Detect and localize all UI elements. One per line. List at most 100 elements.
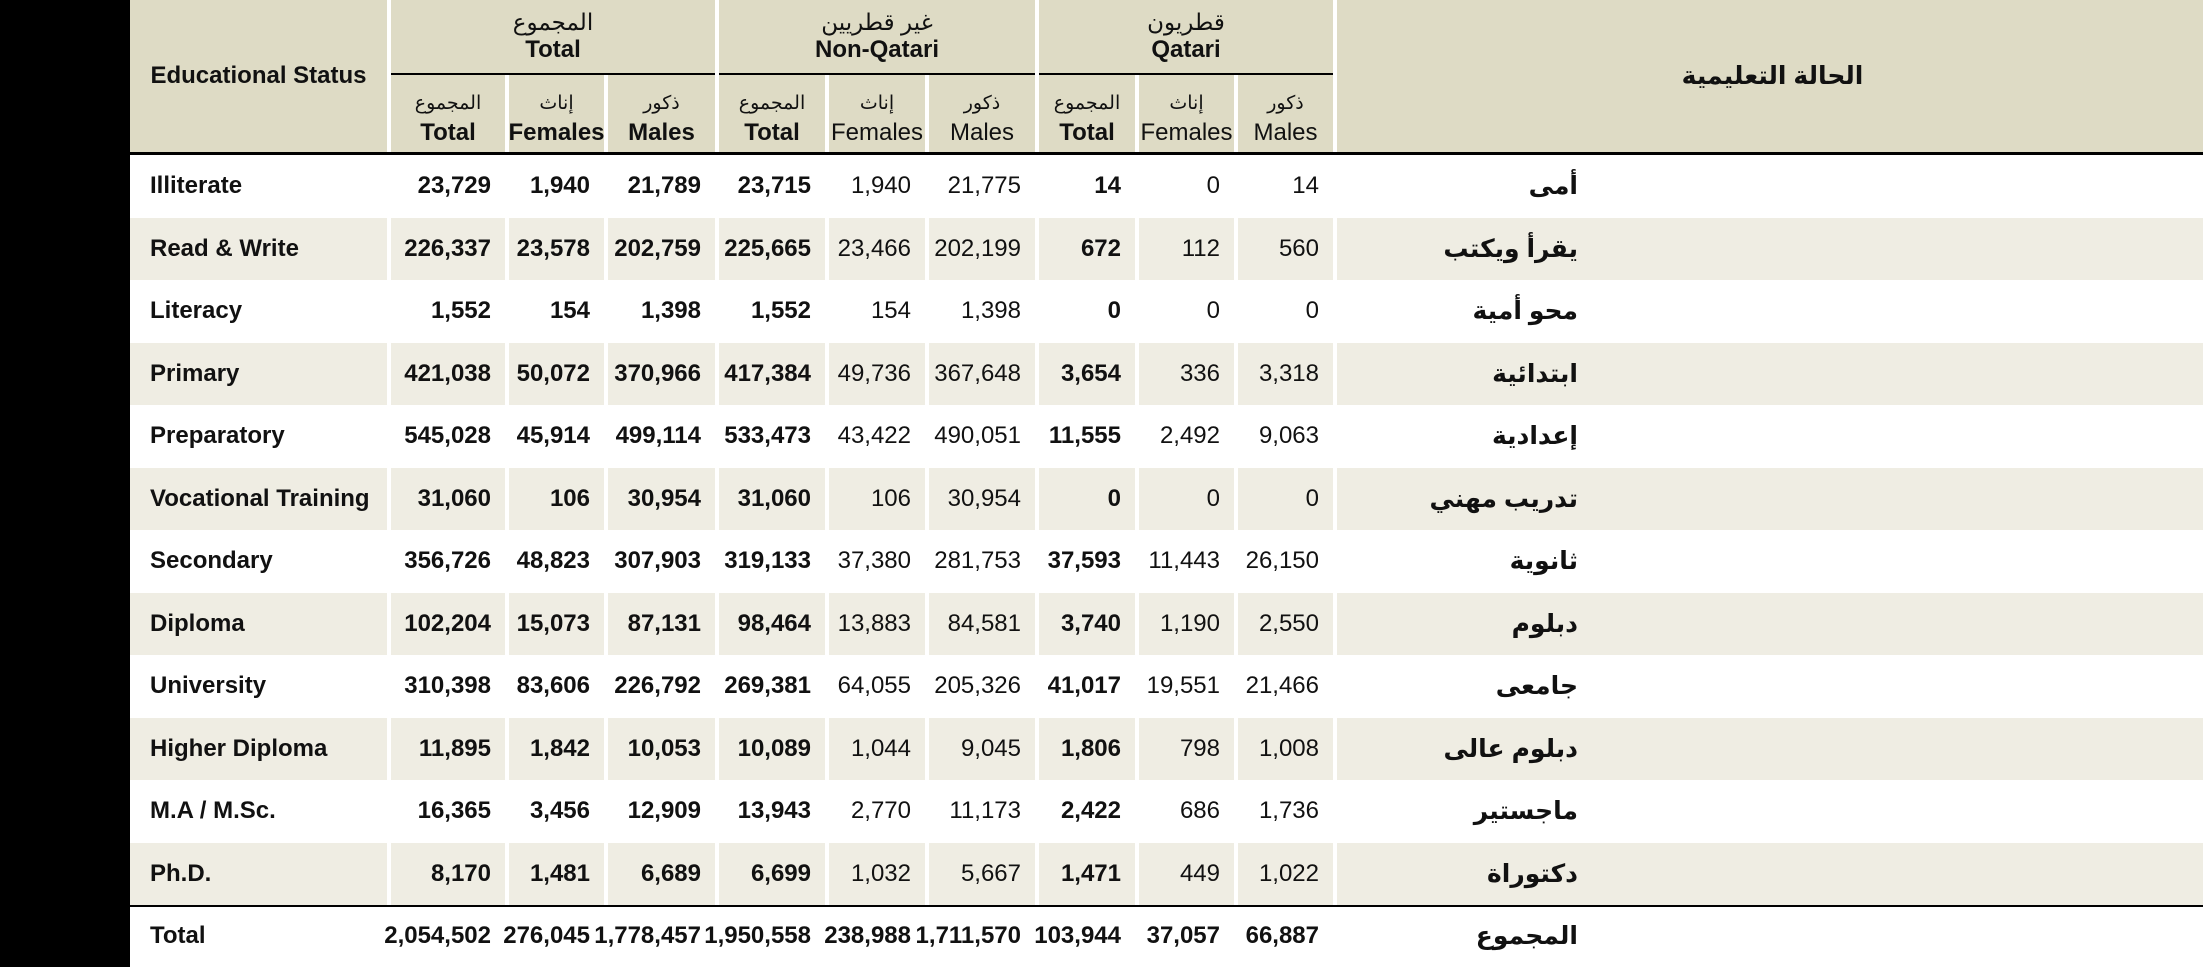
row-value: 1,190 bbox=[1139, 592, 1234, 655]
row-value: 1,471 bbox=[1039, 842, 1135, 905]
row-value: 490,051 bbox=[929, 405, 1035, 468]
value-text: 66,887 bbox=[1245, 922, 1319, 949]
row-label-text: Higher Diploma bbox=[150, 734, 328, 762]
value-text: 21,466 bbox=[1245, 672, 1319, 700]
value-text: 5,667 bbox=[960, 859, 1021, 887]
row-label-ar: جامعى bbox=[1337, 655, 2203, 718]
row-gap bbox=[1234, 592, 1238, 655]
value-text: 26,150 bbox=[1245, 547, 1319, 575]
subheader-cell: ذكور Males bbox=[929, 75, 1035, 152]
row-gap bbox=[1333, 467, 1337, 530]
row-label-ar-text: ابتدائية bbox=[1492, 359, 1578, 388]
row-gap bbox=[1135, 907, 1139, 965]
row-gap bbox=[1135, 655, 1139, 718]
subheader-ar: ذكور bbox=[963, 93, 1001, 115]
value-text: 1,481 bbox=[529, 859, 590, 887]
row-label-text: Literacy bbox=[150, 297, 243, 325]
row-gap bbox=[604, 467, 608, 530]
value-text: 269,381 bbox=[724, 672, 811, 700]
row-gap bbox=[1135, 342, 1139, 405]
value-text: 21,789 bbox=[627, 172, 701, 200]
row-gap bbox=[1035, 217, 1039, 280]
value-text: 1,711,570 bbox=[915, 922, 1021, 949]
value-text: 1,552 bbox=[430, 297, 491, 325]
row-value: 307,903 bbox=[608, 530, 715, 593]
row-gap bbox=[1234, 405, 1238, 468]
value-text: 13,883 bbox=[837, 609, 911, 637]
row-gap bbox=[1035, 405, 1039, 468]
row-value: 336 bbox=[1139, 342, 1234, 405]
subheader-ar: ذكور bbox=[1267, 93, 1304, 115]
row-gap bbox=[604, 592, 608, 655]
row-value: 14 bbox=[1238, 155, 1333, 218]
subheader-cell: إناث Females bbox=[829, 75, 925, 152]
value-text: 490,051 bbox=[934, 422, 1021, 450]
row-gap bbox=[715, 467, 719, 530]
value-text: 64,055 bbox=[837, 672, 911, 700]
subheader-en: Males bbox=[1253, 118, 1318, 146]
row-label-en: Total bbox=[130, 907, 387, 965]
value-text: 11,555 bbox=[1048, 422, 1121, 450]
row-label-ar-wrap: محو أمية bbox=[1337, 296, 1578, 326]
row-label-ar: المجموع bbox=[1337, 907, 2203, 965]
row-gap bbox=[505, 530, 509, 593]
value-text: 226,337 bbox=[404, 234, 491, 262]
row-label-ar: دبلوم عالى bbox=[1337, 717, 2203, 780]
row-label-ar: تدريب مهني bbox=[1337, 467, 2203, 530]
row-gap bbox=[925, 342, 929, 405]
row-value: 21,789 bbox=[608, 155, 715, 218]
row-gap bbox=[1333, 842, 1337, 905]
header-title-en: Educational Status bbox=[150, 62, 367, 89]
row-value: 1,022 bbox=[1238, 842, 1333, 905]
row-value: 83,606 bbox=[509, 655, 604, 718]
value-text: 1,008 bbox=[1258, 734, 1319, 762]
row-value: 356,726 bbox=[391, 530, 505, 593]
row-value: 98,464 bbox=[719, 592, 825, 655]
row-gap bbox=[925, 280, 929, 343]
value-text: 31,060 bbox=[737, 484, 811, 512]
value-text: 10,089 bbox=[737, 734, 811, 762]
row-gap bbox=[715, 655, 719, 718]
row-value: 0 bbox=[1139, 467, 1234, 530]
value-text: 1,778,457 bbox=[594, 922, 701, 949]
value-text: 37,057 bbox=[1146, 922, 1220, 949]
row-gap bbox=[604, 907, 608, 965]
row-gap bbox=[604, 655, 608, 718]
row-value: 367,648 bbox=[929, 342, 1035, 405]
row-label-ar-text: دبلوم bbox=[1511, 609, 1578, 638]
row-value: 9,063 bbox=[1238, 405, 1333, 468]
row-value: 106 bbox=[509, 467, 604, 530]
group-underline bbox=[719, 73, 1035, 75]
value-text: 1,940 bbox=[850, 172, 911, 200]
value-text: 31,060 bbox=[417, 484, 491, 512]
value-text: 499,114 bbox=[615, 422, 701, 450]
value-text: 2,770 bbox=[850, 797, 911, 825]
value-text: 0 bbox=[1206, 484, 1220, 512]
row-value: 1,008 bbox=[1238, 717, 1333, 780]
row-gap bbox=[825, 280, 829, 343]
row-gap bbox=[505, 842, 509, 905]
subheader-ar: ذكور bbox=[643, 93, 680, 115]
row-gap bbox=[1234, 907, 1238, 965]
row-value: 13,883 bbox=[829, 592, 925, 655]
row-gap bbox=[505, 907, 509, 965]
row-gap bbox=[825, 592, 829, 655]
row-gap bbox=[1333, 217, 1337, 280]
row-value: 370,966 bbox=[608, 342, 715, 405]
row-value: 23,729 bbox=[391, 155, 505, 218]
header-gap bbox=[1333, 0, 1337, 152]
education-status-table: Educational Status الحالة التعليمية المجمو… bbox=[130, 0, 2203, 967]
value-text: 14 bbox=[1292, 172, 1319, 200]
group-label-ar: غير قطريين bbox=[821, 9, 933, 36]
row-gap bbox=[825, 907, 829, 965]
row-value: 1,950,558 bbox=[704, 907, 825, 965]
value-text: 43,422 bbox=[837, 422, 911, 450]
value-text: 11,443 bbox=[1148, 547, 1220, 575]
value-text: 12,909 bbox=[627, 797, 701, 825]
value-text: 421,038 bbox=[404, 359, 491, 387]
row-gap bbox=[925, 155, 929, 218]
row-label-en: Diploma bbox=[130, 592, 387, 655]
row-label-ar: يقرأ ويكتب bbox=[1337, 217, 2203, 280]
row-value: 202,199 bbox=[929, 217, 1035, 280]
row-value: 1,842 bbox=[509, 717, 604, 780]
